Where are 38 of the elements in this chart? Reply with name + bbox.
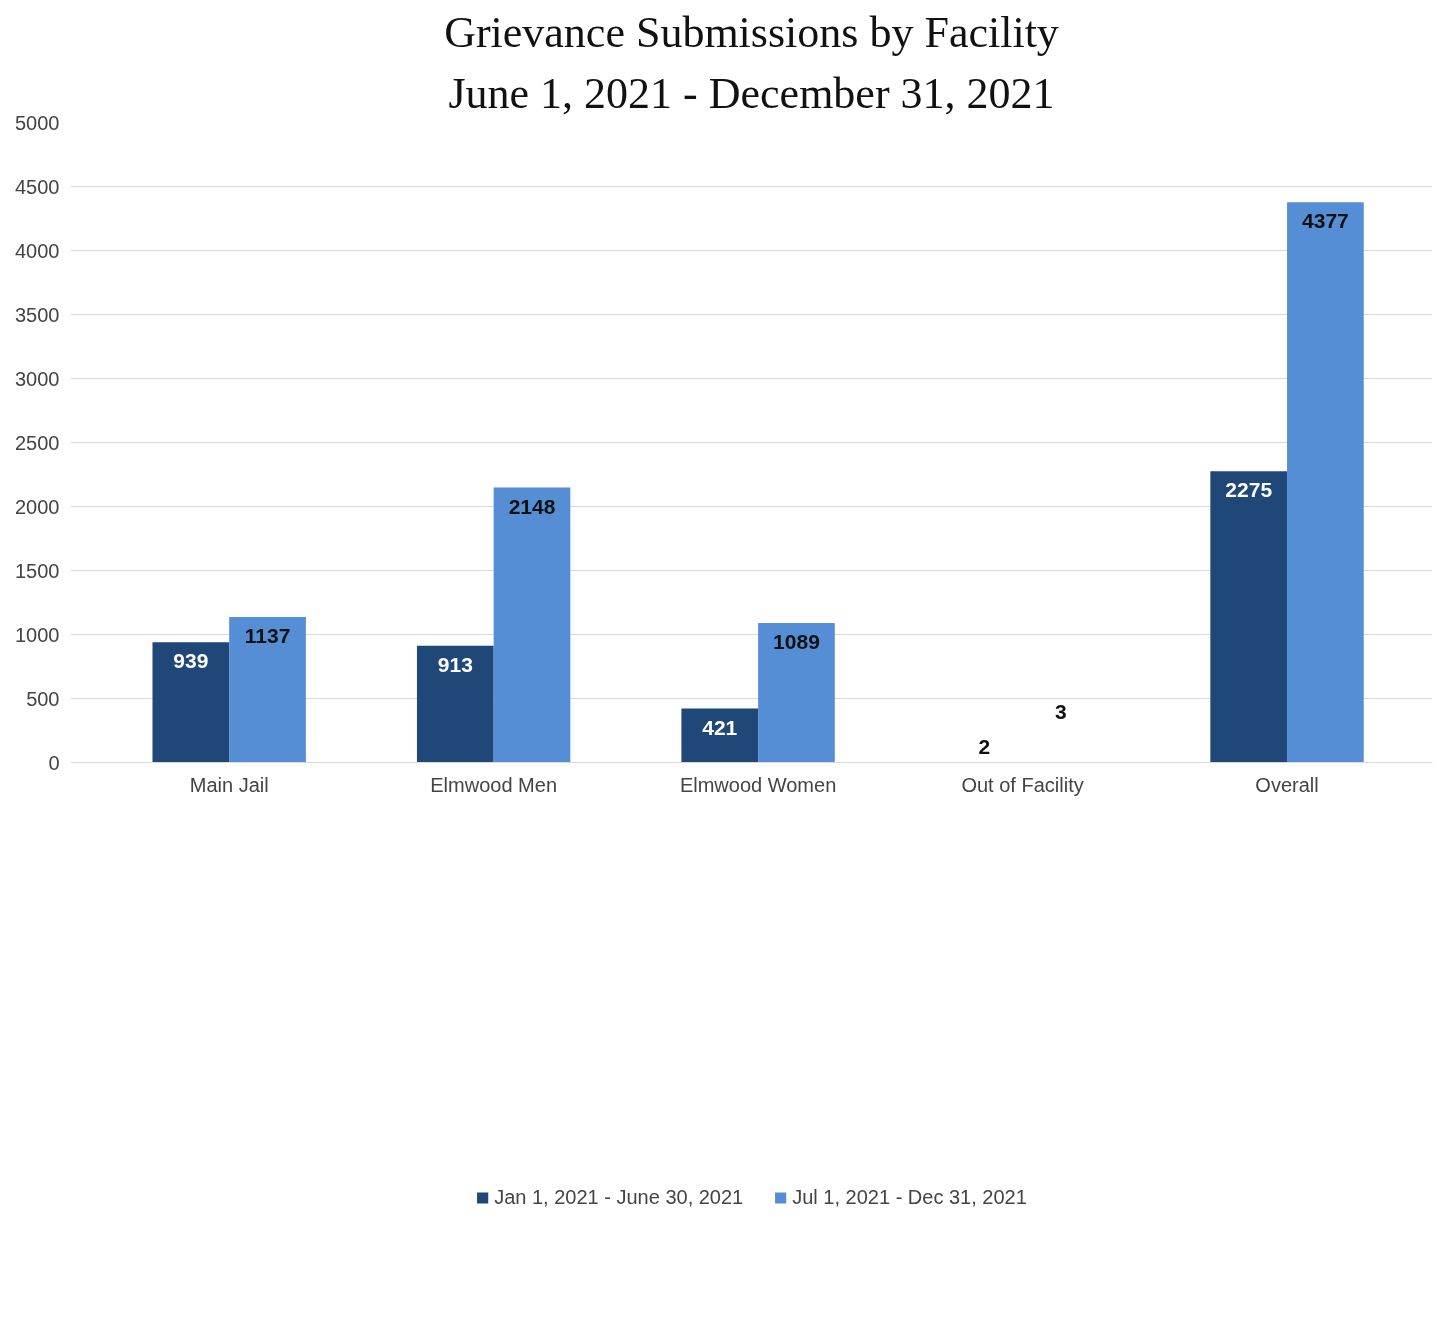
y-tick-label: 0 [48,751,60,774]
legend-label: Jul 1, 2021 - Dec 31, 2021 [792,1185,1027,1209]
data-label: 4377 [1302,209,1349,233]
data-label: 913 [437,652,473,676]
bar [416,645,494,763]
y-tick-label: 2000 [15,495,60,518]
x-tick-label: Elmwood Men [430,773,558,796]
y-tick-label: 2500 [15,431,60,454]
legend-label: Jan 1, 2021 - June 30, 2021 [494,1185,744,1209]
data-label: 1089 [773,630,820,654]
data-label: 1137 [244,623,291,647]
bar [681,708,759,763]
y-tick-label: 4000 [15,239,60,262]
y-tick-label: 1000 [15,623,60,646]
data-label: 2275 [1225,478,1273,502]
y-tick-label: 4500 [15,175,60,198]
y-tick-label: 1500 [15,559,60,582]
bar [229,616,306,763]
chart-subtitle: June 1, 2021 - December 31, 2021 [448,68,1055,118]
y-tick-label: 3000 [15,367,60,390]
bar [493,487,571,763]
bar [152,642,230,763]
y-tick-label: 3500 [15,303,60,326]
x-tick-label: Out of Facility [961,773,1084,796]
bar [1210,471,1288,763]
bar [1287,202,1364,763]
x-tick-label: Elmwood Women [679,773,837,796]
y-tick-label: 5000 [15,111,60,134]
bar [758,623,835,763]
x-tick-label: Main Jail [189,773,269,796]
data-label: 939 [173,649,209,673]
x-tick-label: Overall [1255,773,1319,796]
data-label: 2 [978,735,991,759]
chart-title: Grievance Submissions by Facility [444,7,1059,57]
data-label: 421 [702,715,738,739]
y-tick-label: 500 [26,687,60,710]
data-label: 2148 [508,494,556,518]
data-label: 3 [1055,700,1067,724]
